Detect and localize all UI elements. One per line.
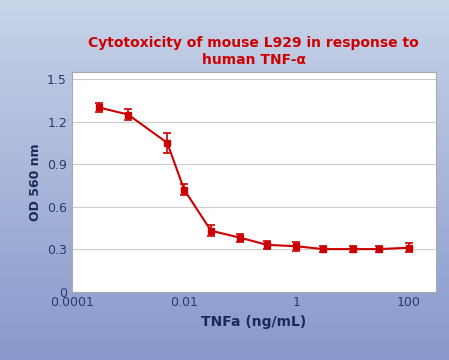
Y-axis label: OD 560 nm: OD 560 nm xyxy=(29,143,42,221)
X-axis label: TNFa (ng/mL): TNFa (ng/mL) xyxy=(201,315,306,329)
Title: Cytotoxicity of mouse L929 in response to
human TNF-α: Cytotoxicity of mouse L929 in response t… xyxy=(88,36,419,67)
